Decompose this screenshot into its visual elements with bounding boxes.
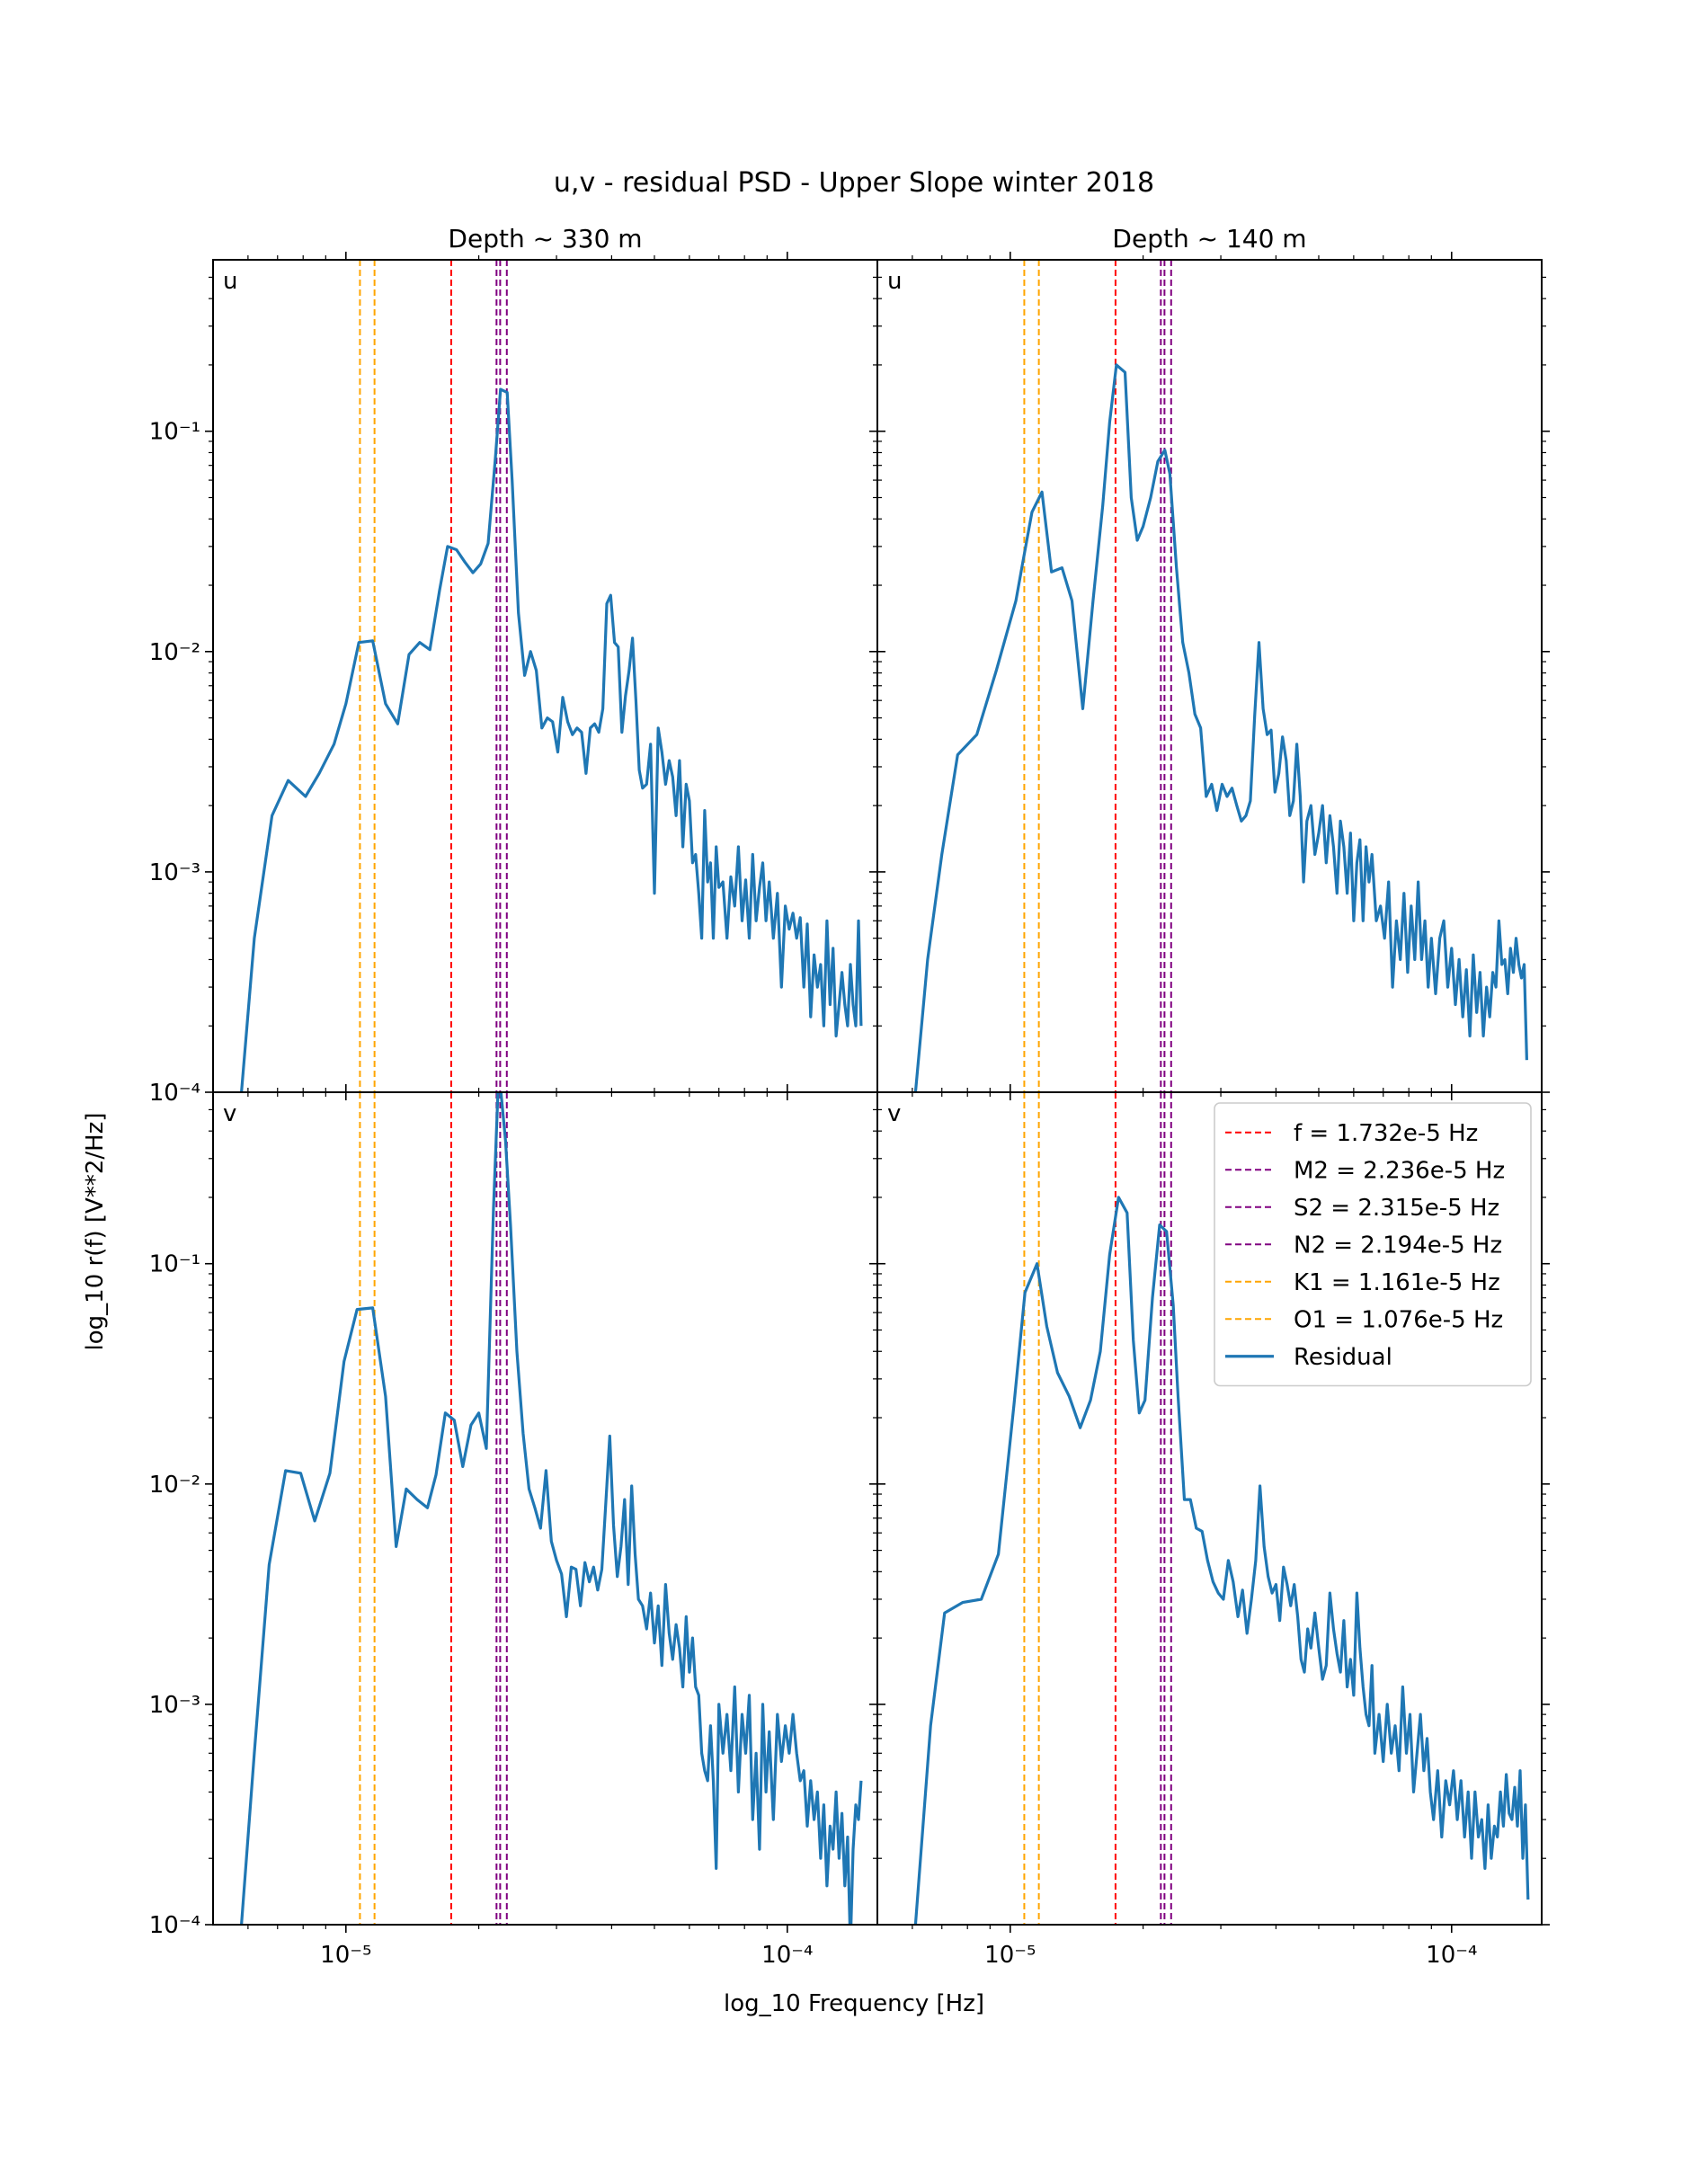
figure-suptitle: u,v - residual PSD - Upper Slope winter …: [554, 167, 1154, 199]
y-tick-label: 10⁻³: [149, 1692, 200, 1719]
y-tick-label: 10⁻¹: [149, 419, 200, 446]
panel-2: u Depth ~ 140 m: [869, 224, 1550, 1100]
x-tick-label: 10⁻⁴: [761, 1942, 813, 1969]
plot-area: [913, 1092, 1530, 1925]
y-tick-label: 10⁻²: [149, 639, 200, 666]
panel-tag: v: [887, 1100, 901, 1127]
plot-area: [913, 260, 1528, 1092]
legend: f = 1.732e-5 Hz M2 = 2.236e-5 Hz S2 = 2.31…: [1214, 1102, 1532, 1387]
y-tick-label: 10⁻²: [149, 1472, 200, 1499]
y-tick-label: 10⁻¹: [149, 1251, 200, 1278]
residual-series-line: [913, 1196, 1530, 1925]
column-title: Depth ~ 140 m: [1112, 224, 1306, 254]
legend-label: K1 = 1.161e-5 Hz: [1294, 1269, 1500, 1296]
x-tick-label: 10⁻⁴: [1426, 1942, 1477, 1969]
legend-label: Residual: [1294, 1344, 1392, 1371]
legend-label: O1 = 1.076e-5 Hz: [1294, 1306, 1503, 1333]
y-tick-label: 10⁻³: [149, 859, 200, 886]
figure-y-label: log_10 r(f) [V**2/Hz]: [82, 1113, 109, 1351]
y-tick-label: 10⁻⁴: [149, 1080, 200, 1107]
legend-label: M2 = 2.236e-5 Hz: [1294, 1157, 1505, 1184]
legend-label: N2 = 2.194e-5 Hz: [1294, 1232, 1502, 1259]
residual-series-line: [240, 1092, 863, 1925]
x-tick-label: 10⁻⁵: [984, 1942, 1036, 1969]
axes-frame: [876, 1091, 1543, 1926]
plot-area: [240, 1092, 863, 1925]
panels-layer: 10⁻⁴ 10⁻³ 10⁻² 10⁻¹ u Depth ~ 330 m u Depth ~ 1…: [149, 224, 1550, 1969]
panel-4: 10⁻⁵ 10⁻⁴ v: [869, 1084, 1550, 1969]
residual-series-line: [913, 363, 1528, 1092]
residual-series-line: [240, 387, 863, 1092]
panel-tag: u: [887, 268, 902, 295]
panel-tag: v: [223, 1100, 236, 1127]
figure-x-label: log_10 Frequency [Hz]: [724, 1990, 984, 2017]
legend-label: f = 1.732e-5 Hz: [1294, 1120, 1478, 1147]
y-tick-label: 10⁻⁴: [149, 1912, 200, 1939]
legend-label: S2 = 2.315e-5 Hz: [1294, 1195, 1499, 1222]
plot-area: [240, 260, 863, 1092]
panel-tag: u: [223, 268, 237, 295]
column-title: Depth ~ 330 m: [448, 224, 642, 254]
x-tick-label: 10⁻⁵: [320, 1942, 371, 1969]
legend-box: [1214, 1102, 1532, 1387]
